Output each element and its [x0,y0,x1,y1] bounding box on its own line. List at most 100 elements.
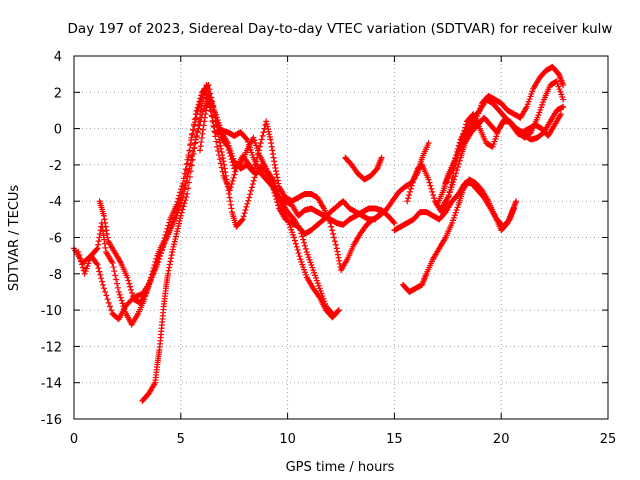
data-point [190,121,197,128]
y-tick-label: 2 [54,86,62,101]
data-point [199,98,206,105]
data-point [428,185,435,192]
x-tick-label: 5 [177,432,185,447]
data-point [155,258,162,265]
data-point [124,274,131,281]
data-point [165,267,172,274]
data-point [246,194,253,201]
data-point [114,280,121,287]
data-point [100,212,107,219]
data-point [176,192,183,199]
data-point [104,296,111,303]
data-point [185,185,192,192]
data-point [330,234,337,241]
data-point [158,247,165,254]
data-point [426,179,433,186]
data-point [455,160,462,167]
data-point [335,307,342,314]
data-point [275,180,282,187]
data-point [111,268,118,275]
y-tick-label: -14 [41,377,62,392]
data-point [164,270,171,277]
chart-title: Day 197 of 2023, Sidereal Day-to-day VTE… [68,21,613,37]
data-point [267,136,274,143]
data-point [100,285,107,292]
data-point [272,165,279,172]
data-point [220,158,227,165]
data-point [247,191,254,198]
data-point [511,205,518,212]
x-tick-label: 25 [600,432,617,447]
data-point [230,174,237,181]
data-point [203,107,210,114]
data-point [181,170,188,177]
data-point [238,217,245,224]
x-axis-label: GPS time / hours [286,460,395,475]
data-point [189,131,196,138]
data-point [180,203,187,210]
data-point [100,232,107,239]
data-point [129,293,136,300]
data-point [118,297,125,304]
x-tick-label: 10 [279,432,296,447]
data-point [425,176,432,183]
data-point [221,161,228,168]
data-point [187,142,194,149]
data-point [186,173,193,180]
data-point [200,126,207,133]
data-point [105,299,112,306]
y-axis-label: SDTVAR / TECUs [7,185,22,292]
data-point [301,239,308,246]
data-point [127,283,134,290]
data-point [293,243,300,250]
data-point [227,201,234,208]
data-point [97,271,104,278]
x-tick-label: 15 [386,432,403,447]
data-point [302,245,309,252]
data-point [191,145,198,152]
data-point [103,292,110,299]
data-point [245,197,252,204]
data-point [116,291,123,298]
data-point [331,238,338,245]
y-tick-label: -12 [41,340,62,355]
data-point [335,254,342,261]
data-point [216,139,223,146]
data-point [294,246,301,253]
data-point [208,108,215,115]
data-point [334,248,341,255]
data-point [218,145,225,152]
data-point [188,162,195,169]
data-point [378,154,385,161]
data-point [244,200,251,207]
data-point [404,198,411,205]
data-point [201,118,208,125]
data-point [217,142,224,149]
data-point [240,213,247,220]
data-point [178,209,185,216]
data-point [167,258,174,265]
data-point [102,223,109,230]
data-point [207,103,214,110]
data-point [271,158,278,165]
data-point [273,171,280,178]
data-point [451,176,458,183]
data-point [216,156,223,163]
data-point [95,265,102,272]
data-point [79,264,86,271]
data-point [101,236,108,243]
data-point [195,101,202,108]
data-point [174,198,181,205]
data-point [95,238,102,245]
data-point [75,249,82,256]
data-point [93,246,100,253]
data-point [102,244,109,251]
data-point [250,169,257,176]
data-point [268,140,275,147]
data-point [197,106,204,113]
data-point [101,240,108,247]
data-point [332,241,339,248]
data-point [255,151,262,158]
data-point [166,261,173,268]
data-point [76,252,83,259]
